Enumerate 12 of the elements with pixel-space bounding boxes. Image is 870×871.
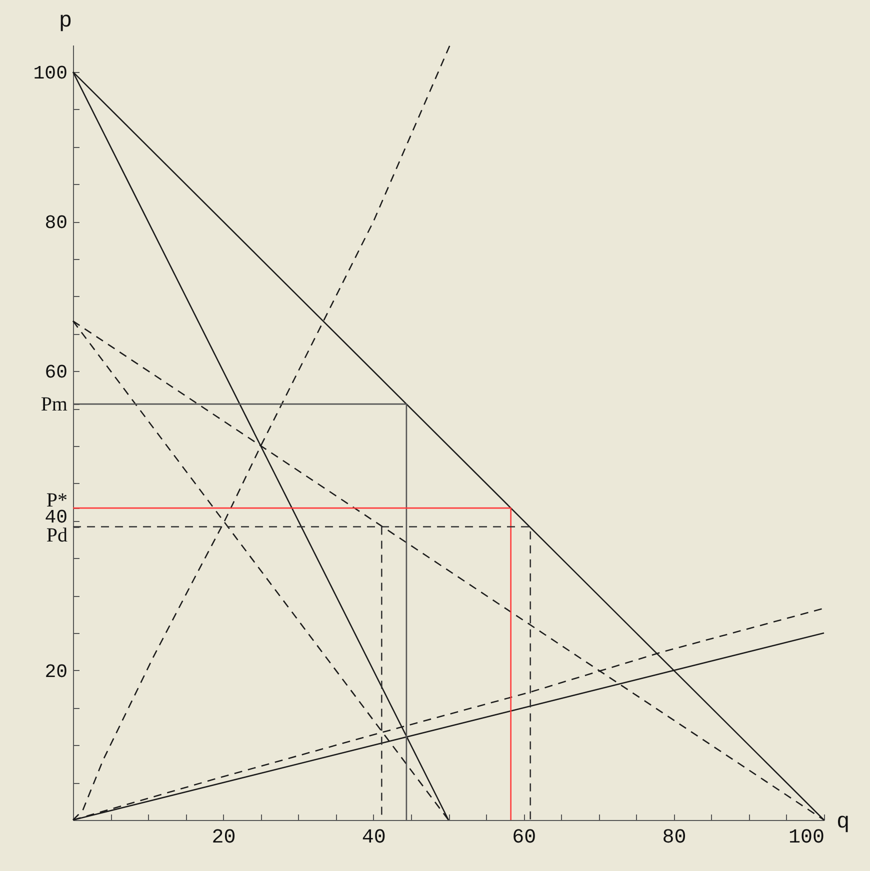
- y-tick-label: 100: [33, 62, 68, 84]
- x-tick-label: 40: [362, 826, 386, 850]
- x-tick-label: 100: [788, 826, 824, 850]
- y-tick-label: Pm: [40, 394, 68, 416]
- x-tick-label: 80: [662, 826, 686, 850]
- y-tick-label: 80: [44, 212, 68, 234]
- y-axis-title: p: [58, 8, 72, 34]
- x-axis-title: q: [836, 810, 850, 834]
- y-tick-label: 20: [44, 660, 68, 683]
- y-tick-label: 60: [44, 362, 68, 384]
- x-tick-label: 20: [212, 826, 236, 850]
- x-tick-label: 60: [512, 826, 536, 850]
